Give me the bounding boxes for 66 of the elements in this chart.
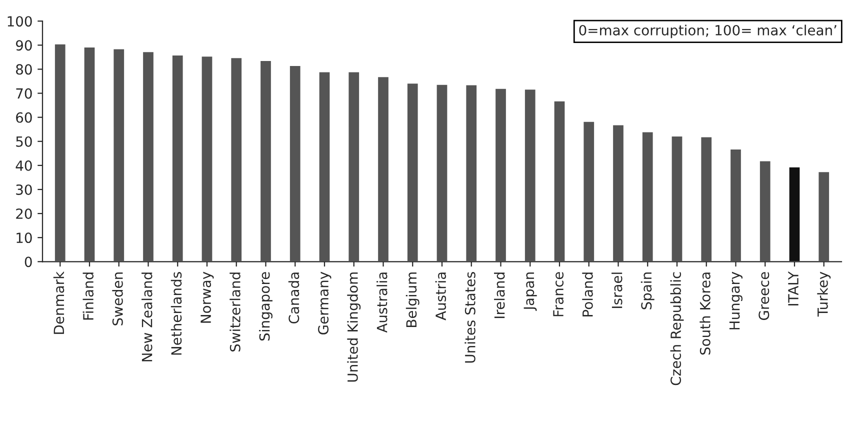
x-tick-label: New Zealand: [142, 272, 152, 362]
x-tick-label: Austria: [435, 272, 446, 320]
x-tick-label: Netherlands: [170, 272, 182, 355]
x-tick-label: United Kingdom: [347, 272, 361, 382]
x-tick-label: Japan: [524, 272, 537, 311]
x-tick-label: ITALY: [788, 271, 798, 306]
bar: [670, 135, 684, 262]
bar: [435, 83, 449, 262]
bar: [788, 166, 802, 262]
y-tick-label: 100: [8, 16, 32, 27]
y-tick-label: 10: [16, 232, 32, 244]
x-tick-label: Germany: [318, 272, 332, 334]
y-tick-label: 0: [24, 256, 32, 268]
y-tick-label: 20: [16, 208, 32, 220]
x-tick-label: Ireland: [494, 272, 505, 318]
bar: [641, 130, 654, 262]
x-tick-label: South Korea: [700, 272, 710, 355]
x-tick-label: Spain: [640, 272, 654, 310]
bar: [524, 88, 537, 262]
bar: [464, 84, 478, 262]
bar: [406, 82, 420, 262]
y-tick-label: 40: [16, 160, 32, 171]
y-tick-label: 80: [16, 64, 32, 75]
annotation: 0=max corruption; 100= max ‘clean’: [579, 24, 836, 38]
bar: [700, 136, 713, 262]
bar: [288, 64, 302, 262]
bar: [142, 50, 155, 262]
bar: [230, 56, 243, 262]
x-tick-label: Poland: [582, 272, 593, 316]
x-tick-label: Israel: [612, 272, 622, 308]
x-tick-label: Czech Repubblic: [670, 272, 684, 386]
bar: [112, 48, 126, 262]
bar: [171, 54, 184, 262]
y-tick-label: 50: [16, 136, 32, 147]
x-tick-label: Turkey: [817, 272, 831, 317]
bar: [200, 55, 214, 262]
x-tick-label: Finland: [82, 272, 94, 320]
y-tick-label: 30: [16, 184, 32, 195]
bar: [259, 60, 272, 262]
y-tick-label: 90: [16, 40, 32, 51]
bar: [817, 170, 830, 262]
x-tick-label: Belgium: [406, 272, 420, 327]
bar: [347, 70, 360, 262]
x-tick-label: Norway: [200, 272, 214, 323]
bar: [552, 100, 566, 262]
x-tick-label: Denmark: [53, 271, 64, 334]
bar: [54, 43, 67, 262]
x-tick-label: Switzerland: [230, 272, 240, 352]
x-tick-label: Australia: [376, 272, 388, 333]
x-tick-label: Unites States: [464, 272, 476, 363]
bar: [612, 124, 625, 262]
x-tick-label: France: [553, 272, 564, 316]
bar: [494, 88, 508, 262]
x-tick-label: Sweden: [112, 272, 123, 326]
bar: [729, 148, 742, 262]
bar: [758, 160, 772, 262]
x-tick-label: Hungary: [729, 272, 742, 330]
x-tick-label: Singapore: [259, 272, 272, 341]
y-tick-label: 60: [16, 112, 32, 123]
x-tick-label: Canada: [288, 272, 300, 324]
bar: [318, 70, 332, 262]
x-tick-label: Greece: [758, 272, 770, 320]
bar: [582, 120, 596, 262]
y-tick-label: 70: [16, 88, 32, 99]
bar: [82, 46, 96, 262]
bar: [376, 76, 390, 262]
